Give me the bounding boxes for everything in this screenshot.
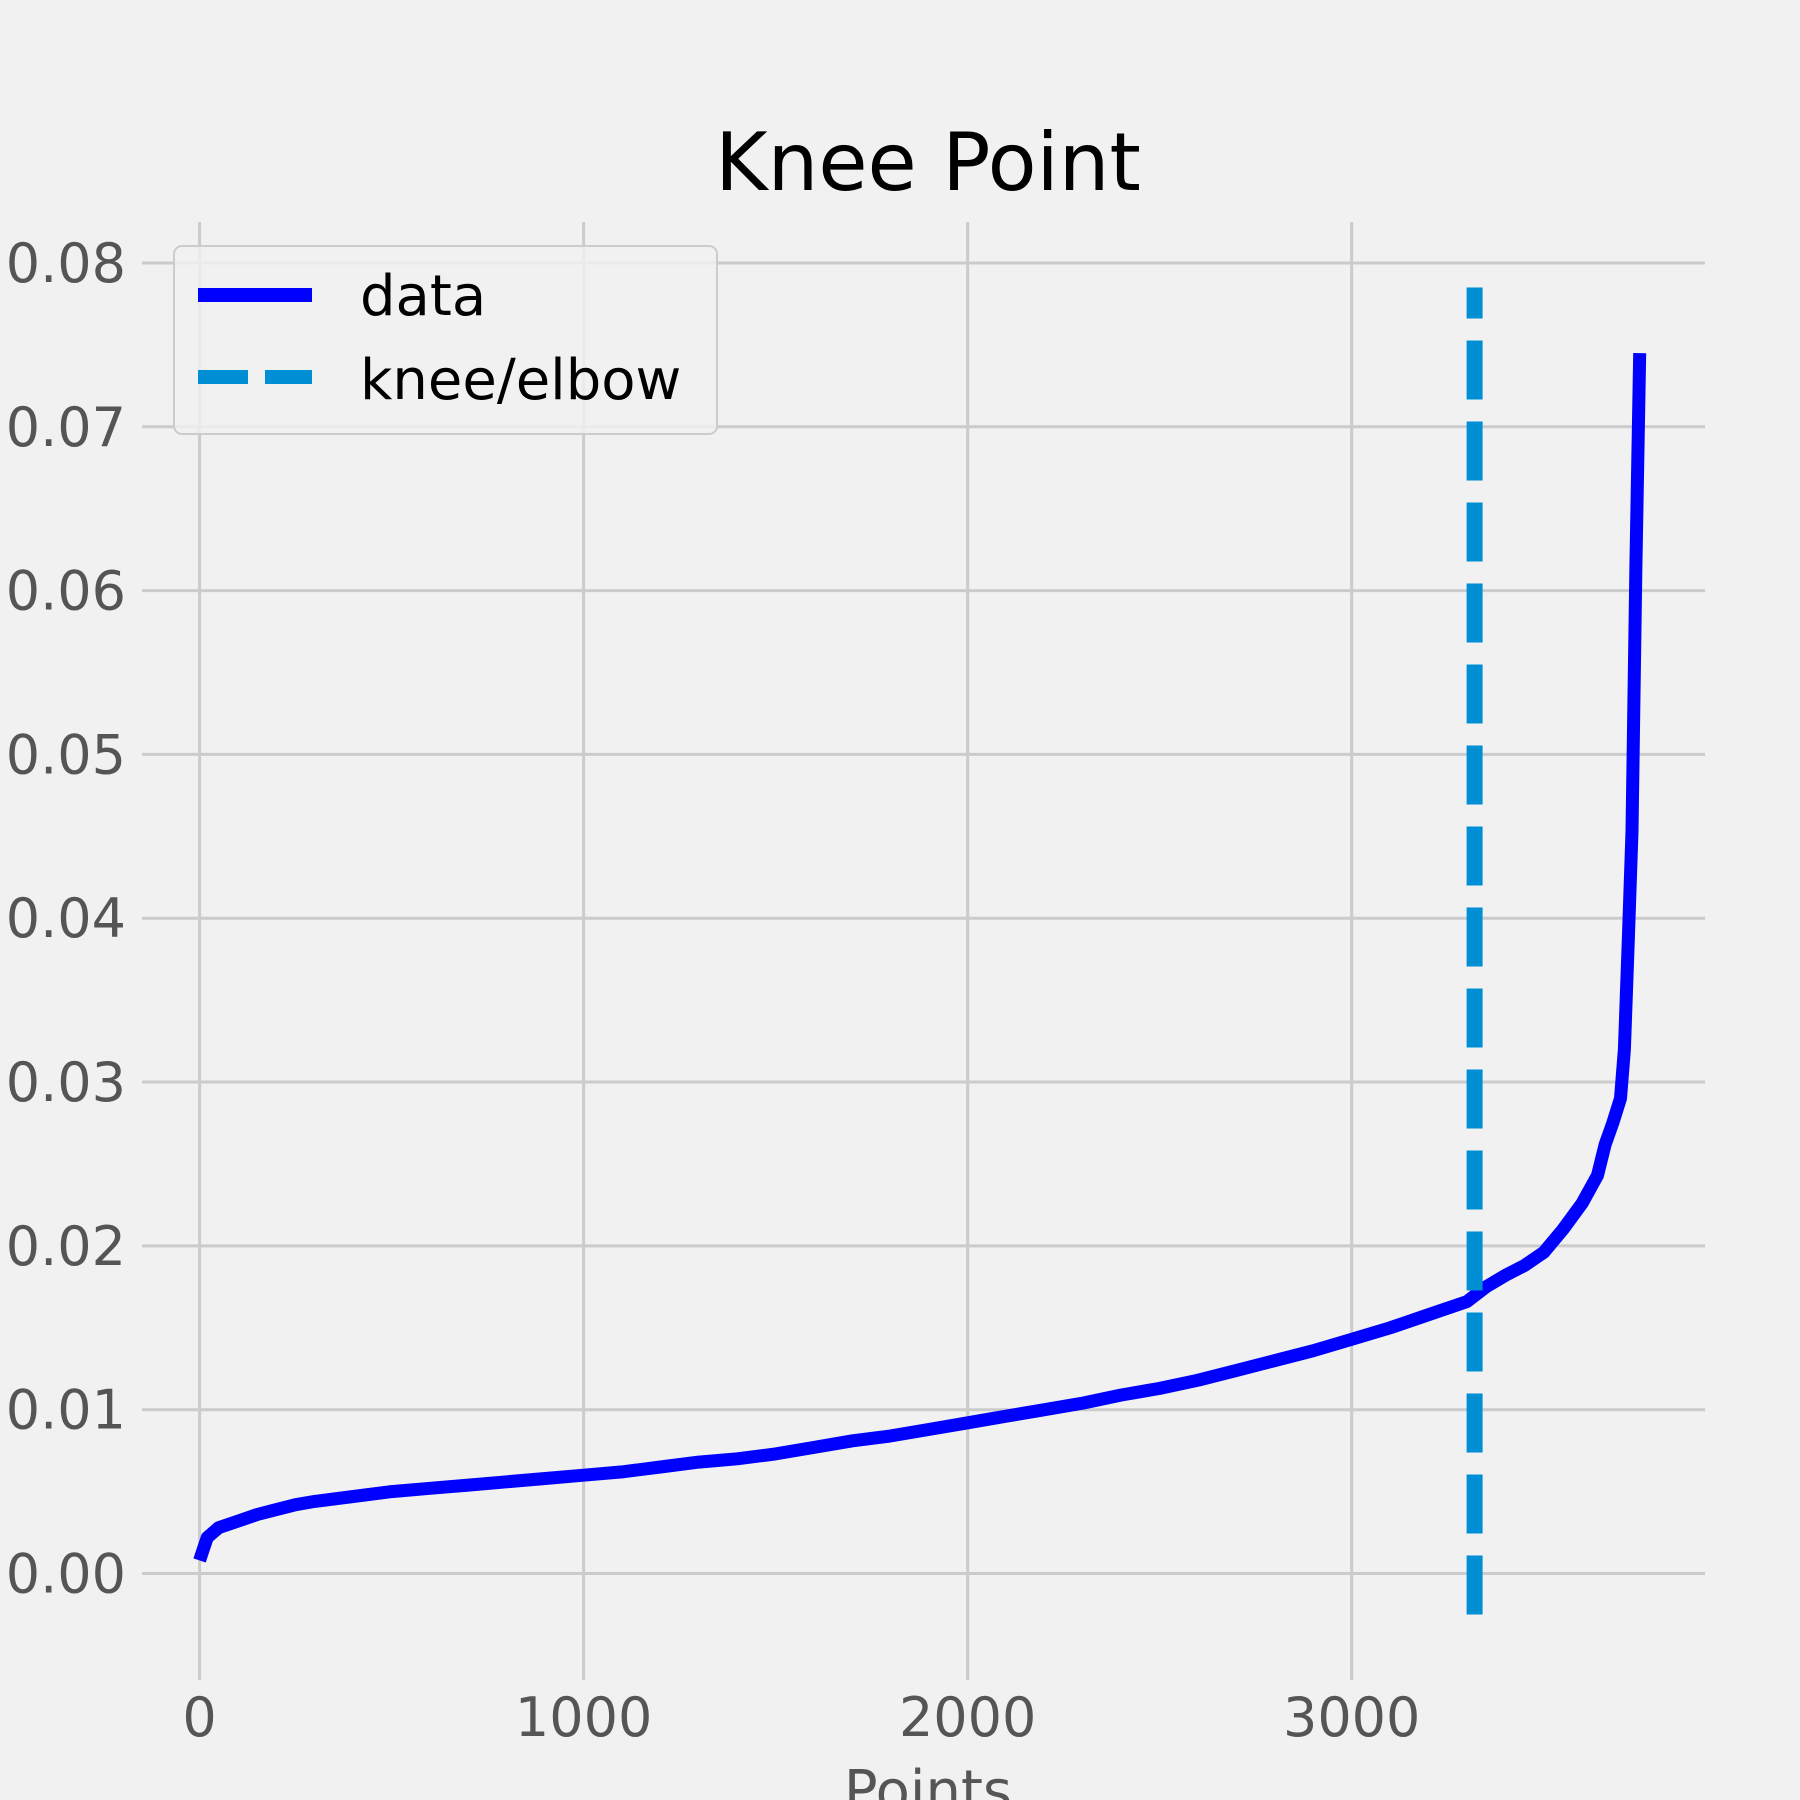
series-data-line bbox=[193, 352, 1647, 1563]
ticks-layer: 0 1000 2000 3000 0.00 0.01 0.02 0.03 0.04 0.05 0.0… bbox=[6, 232, 1421, 1749]
y-tick-label: 0.03 bbox=[6, 1051, 126, 1114]
legend: data knee/elbow bbox=[173, 245, 718, 435]
x-axis-label: Points bbox=[844, 1759, 1012, 1800]
y-tick-label: 0.01 bbox=[6, 1379, 126, 1442]
y-tick-label: 0.02 bbox=[6, 1215, 126, 1278]
y-tick-label: 0.05 bbox=[6, 723, 126, 786]
series-layer bbox=[193, 287, 1647, 1615]
y-tick-label: 0.04 bbox=[6, 887, 126, 950]
x-tick-label: 2000 bbox=[899, 1686, 1036, 1749]
y-tick-label: 0.06 bbox=[6, 560, 126, 623]
x-tick-label: 3000 bbox=[1283, 1686, 1420, 1749]
legend-label-knee-elbow: knee/elbow bbox=[360, 348, 681, 413]
y-tick-label: 0.00 bbox=[6, 1543, 126, 1606]
chart-title: Knee Point bbox=[715, 116, 1141, 209]
legend-label-data: data bbox=[360, 264, 486, 329]
x-tick-label: 0 bbox=[182, 1686, 216, 1749]
y-tick-label: 0.07 bbox=[6, 396, 126, 459]
x-tick-label: 1000 bbox=[515, 1686, 652, 1749]
y-tick-label: 0.08 bbox=[6, 232, 126, 295]
